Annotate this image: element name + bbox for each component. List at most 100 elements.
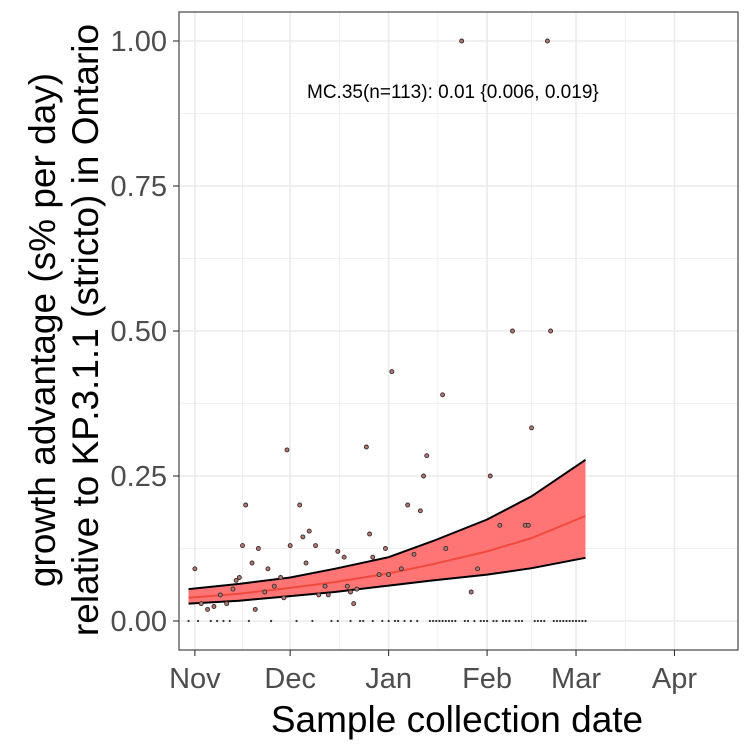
data-point (303, 560, 309, 566)
zero-data-point (222, 619, 225, 623)
data-point (424, 453, 430, 459)
data-point (411, 551, 417, 557)
data-point (440, 392, 446, 398)
data-point (354, 586, 360, 592)
data-point (363, 444, 369, 450)
zero-data-point (403, 619, 406, 623)
x-tick-label: Feb (462, 663, 512, 695)
data-point (487, 473, 493, 479)
zero-data-point (584, 619, 587, 623)
zero-data-point (505, 619, 508, 623)
zero-data-point (581, 619, 584, 623)
zero-data-point (311, 619, 314, 623)
data-point (192, 566, 198, 572)
confidence-ribbon-group (188, 458, 587, 605)
y-tick-label: 0.25 (111, 461, 167, 493)
model-annotation: MC.35(n=113): 0.01 {0.006, 0.019} (307, 82, 599, 103)
zero-data-point (473, 619, 476, 623)
zero-data-point (479, 619, 482, 623)
data-point (325, 592, 331, 598)
zero-data-point (247, 619, 250, 623)
x-tick-label: Jan (365, 663, 412, 695)
y-tick-label: 0.00 (111, 606, 167, 638)
x-tick-label: Nov (169, 663, 221, 695)
zero-data-point (397, 619, 400, 623)
upper-bound-line (188, 458, 587, 591)
zero-data-point (533, 619, 536, 623)
data-point (236, 575, 242, 580)
zero-data-point (495, 619, 498, 623)
data-point (386, 572, 392, 578)
data-point (417, 508, 423, 514)
zero-data-point (536, 619, 540, 623)
zero-data-point (447, 619, 451, 623)
y-axis-title-line-1: growth advantage (s% per day) (22, 73, 63, 587)
zero-data-point (574, 619, 578, 623)
data-point (529, 425, 535, 431)
data-point (278, 575, 284, 580)
zero-data-point (482, 619, 486, 623)
data-point (198, 601, 204, 607)
data-point (389, 369, 395, 375)
data-point (421, 473, 427, 479)
zero-data-point (387, 619, 390, 623)
zero-data-point (409, 619, 412, 623)
zero-data-point (270, 619, 273, 623)
zero-data-point (428, 619, 432, 623)
zero-data-point (485, 619, 489, 623)
zero-data-point (416, 619, 419, 623)
zero-data-point (295, 619, 298, 623)
data-point (243, 502, 249, 508)
data-point (233, 577, 239, 583)
zero-data-point (508, 619, 511, 623)
y-tick-label: 0.50 (111, 316, 167, 348)
zero-data-point (209, 619, 212, 623)
zero-data-point (571, 619, 574, 623)
data-point (265, 566, 271, 572)
zero-data-point (358, 619, 362, 623)
data-point (230, 586, 236, 592)
lower-bound-line (188, 556, 586, 605)
zero-data-point (454, 619, 457, 623)
zero-data-point (187, 619, 190, 623)
zero-data-point (539, 619, 543, 623)
zero-data-point (555, 619, 559, 623)
zero-data-point (565, 619, 568, 623)
zero-data-point (381, 619, 384, 623)
data-point (351, 601, 357, 607)
zero-data-point (517, 619, 520, 623)
data-point (548, 328, 554, 334)
zero-data-point (336, 619, 339, 623)
data-point (497, 522, 503, 528)
data-point (459, 38, 465, 44)
zero-data-point (559, 619, 562, 623)
zero-data-point (431, 619, 435, 623)
data-point (341, 554, 347, 560)
zero-data-point (196, 619, 200, 623)
data-point (224, 601, 230, 607)
y-tick-label: 1.00 (111, 26, 167, 58)
x-tick-label: Mar (551, 663, 601, 695)
zero-data-point (444, 619, 447, 623)
data-point (313, 543, 319, 549)
y-axis-title-line-2: relative to KP.3.1.1 (stricto) in Ontari… (65, 24, 106, 636)
data-point (344, 583, 350, 589)
zero-data-point (463, 619, 466, 623)
data-point (211, 604, 217, 609)
data-point (252, 606, 258, 612)
data-point (443, 546, 449, 551)
confidence-ribbon (188, 459, 586, 604)
zero-data-point (451, 619, 454, 623)
zero-data-point (371, 619, 374, 623)
zero-data-point (543, 619, 546, 623)
zero-data-point (568, 619, 571, 623)
zero-data-point (466, 619, 470, 623)
data-point (468, 589, 474, 595)
zero-data-point (562, 619, 565, 623)
zero-data-point (362, 619, 365, 623)
zero-data-point (216, 619, 219, 623)
zero-data-point (514, 619, 517, 623)
data-point (370, 554, 376, 560)
data-point (255, 546, 261, 551)
